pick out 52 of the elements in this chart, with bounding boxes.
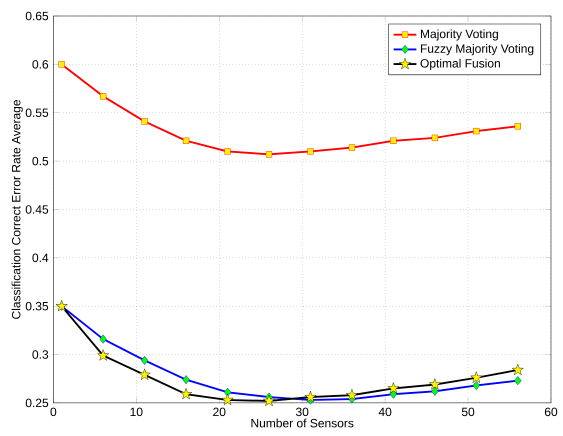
y-tick-label: 0.65: [26, 12, 48, 20]
y-tick-label: 0.3: [32, 350, 48, 359]
y-tick-label: 0.55: [26, 108, 48, 117]
point: [304, 390, 316, 402]
x-axis-title: Number of Sensors: [251, 418, 354, 428]
point: [100, 334, 107, 344]
point: [141, 118, 148, 124]
x-tick-label: 40: [378, 407, 392, 416]
point: [180, 388, 192, 400]
y-tick-label: 0.25: [26, 398, 48, 408]
point: [100, 93, 106, 100]
point: [266, 151, 272, 158]
point: [182, 138, 190, 144]
y-tick-label: 0.45: [26, 205, 48, 214]
point: [222, 394, 234, 405]
legend-label: Majority Voting: [420, 29, 498, 40]
point: [56, 300, 68, 312]
point: [140, 356, 148, 365]
x-tick-label: 50: [462, 407, 474, 416]
point: [348, 144, 356, 151]
point: [224, 388, 232, 397]
x-tick-label: 60: [544, 407, 558, 416]
x-tick-label: 0: [50, 407, 56, 416]
point: [97, 349, 110, 360]
legend-label: Fuzzy Majority Voting: [420, 44, 534, 56]
point: [514, 123, 521, 130]
point: [224, 148, 231, 154]
point: [307, 148, 314, 154]
point: [514, 376, 522, 385]
y-tick-label: 0.35: [26, 302, 48, 310]
point: [346, 388, 358, 400]
x-tick-label: 20: [213, 407, 226, 416]
legend-label: Optimal Fusion: [420, 58, 500, 70]
y-axis-title: Classification Correct Error Rate Average: [12, 100, 23, 319]
point: [138, 368, 151, 380]
point: [473, 128, 480, 134]
x-tick-label: 10: [130, 407, 143, 416]
point: [388, 382, 400, 394]
point: [390, 138, 397, 144]
x-tick-label: 30: [296, 407, 308, 416]
y-tick-label: 0.5: [32, 156, 48, 166]
y-tick-label: 0.4: [32, 253, 48, 262]
point: [263, 394, 275, 406]
y-tick-label: 0.6: [32, 60, 48, 69]
point: [512, 364, 524, 375]
point: [428, 378, 441, 390]
point: [470, 371, 482, 383]
point: [472, 380, 480, 390]
point: [182, 375, 190, 384]
point: [58, 61, 65, 68]
point: [431, 386, 438, 396]
point: [432, 134, 438, 141]
